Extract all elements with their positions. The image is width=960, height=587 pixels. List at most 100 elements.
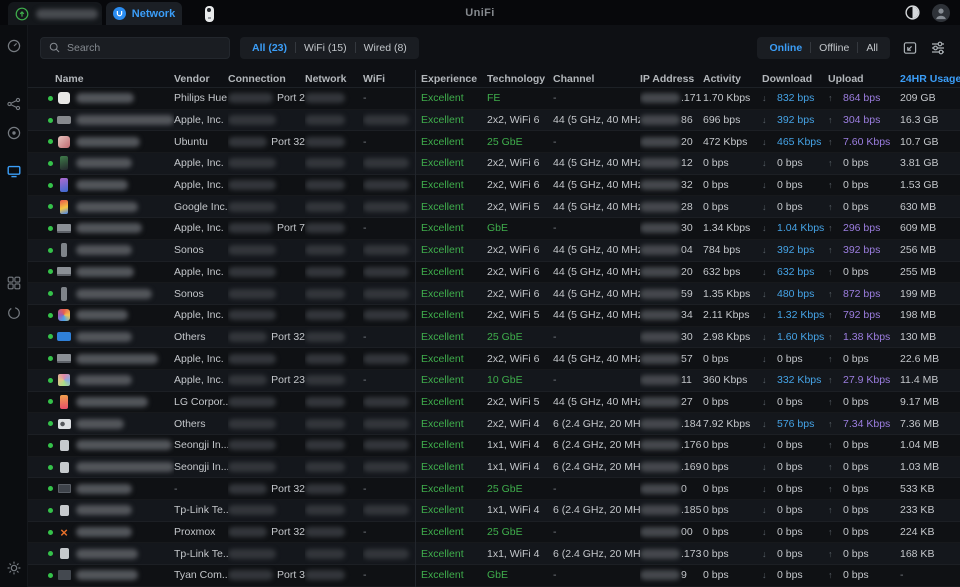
cell-upload: ↑ 0 bps (828, 543, 900, 564)
table-row[interactable]: Apple, Inc. Excellent 2x2, WiFi 6 44 (5 GHz… (28, 348, 960, 370)
column-header-download[interactable]: Download (762, 72, 813, 85)
table-row[interactable]: - Port 32 - Excellent 25 GbE - 0 0 bps ↓ 0 bps ↑ 0 … (28, 478, 960, 501)
column-header-network[interactable]: Network (305, 72, 347, 85)
cell-experience: Excellent (421, 179, 464, 192)
redacted-client-name (76, 158, 132, 169)
table-row[interactable]: Apple, Inc. Excellent 2x2, WiFi 6 44 (5 GHz… (28, 174, 960, 197)
sidebar-item-dashboard[interactable] (5, 37, 23, 55)
table-row[interactable]: Apple, Inc. Excellent 2x2, WiFi 6 44 (5 GHz… (28, 153, 960, 175)
table-row[interactable]: Seongji In... Excellent 1x1, WiFi 4 6 (2.4 … (28, 456, 960, 479)
sidebar-item-apps[interactable] (5, 274, 23, 292)
cell-channel: 6 (2.4 GHz, 20 MHz (553, 504, 640, 517)
gauge-icon (7, 39, 21, 53)
sidebar-item-topology[interactable] (5, 95, 23, 113)
table-row[interactable]: Apple, Inc. Excellent 2x2, WiFi 6 44 (5 GHz… (28, 109, 960, 132)
column-header-experience[interactable]: Experience (421, 72, 478, 85)
cell-wifi (363, 413, 421, 434)
table-row[interactable]: Others Port 32 - Excellent 25 GbE - 30 2.98 Kbp… (28, 326, 960, 349)
table-row[interactable]: Ubuntu Port 32 - Excellent 25 GbE - 20 472 Kbps… (28, 131, 960, 154)
filter-all-status[interactable]: All (866, 41, 878, 54)
table-row[interactable]: Seongji In... Excellent 1x1, WiFi 4 6 (2.4 … (28, 435, 960, 457)
column-header-activity[interactable]: Activity (703, 72, 741, 85)
redacted-connection (228, 201, 276, 212)
column-header-24hr-usage[interactable]: 24HR Usage (900, 72, 960, 85)
table-row[interactable]: Sonos Excellent 2x2, WiFi 6 44 (5 GHz, 40 M… (28, 283, 960, 305)
column-header-wifi[interactable]: WiFi (363, 72, 386, 85)
lg-device-icon (60, 394, 68, 409)
cell-network (305, 457, 363, 478)
frozen-column-divider (415, 70, 416, 587)
column-header-ip-address[interactable]: IP Address (640, 72, 695, 85)
cell-usage: - (900, 569, 904, 582)
cell-download: ↓ 0 bps (762, 435, 828, 456)
sidebar-item-settings[interactable] (5, 559, 23, 577)
theme-contrast-button[interactable] (904, 4, 921, 21)
download-arrow-icon: ↓ (762, 570, 767, 581)
cell-experience: Excellent (421, 526, 464, 539)
online-status-dot (48, 464, 53, 470)
table-row[interactable]: Sonos Excellent 2x2, WiFi 6 44 (5 GHz, 40 M… (28, 239, 960, 262)
redacted-network (305, 245, 345, 256)
column-header-channel[interactable]: Channel (553, 72, 595, 85)
download-value: 0 bps (777, 569, 803, 582)
filter-online[interactable]: Online (769, 41, 803, 54)
site-switcher[interactable] (8, 2, 102, 25)
download-arrow-icon: ↓ (762, 462, 767, 473)
cell-name (28, 110, 174, 131)
upload-value: 864 bps (843, 92, 881, 105)
search-input[interactable] (67, 41, 222, 54)
redacted-client-name (76, 462, 174, 473)
filter-offline[interactable]: Offline (819, 41, 850, 54)
table-row[interactable]: Philips Hue Port 2 - Excellent FE - .171 1.70 K… (28, 88, 960, 110)
search-box[interactable] (40, 36, 230, 59)
sidebar-item-radios[interactable] (5, 304, 23, 322)
tab-network[interactable]: Network (106, 2, 182, 25)
column-header-vendor[interactable]: Vendor (174, 72, 210, 85)
cell-experience: Excellent (421, 395, 464, 408)
table-row[interactable]: Tp-Link Te... Excellent 1x1, WiFi 4 6 (2.4 … (28, 543, 960, 566)
column-settings-button[interactable] (930, 40, 946, 56)
filter-wifi[interactable]: WiFi (15) (304, 41, 347, 54)
cell-activity: 0 bps (703, 439, 729, 452)
tab-console-device[interactable] (186, 2, 232, 25)
table-row[interactable]: Google Inc. Excellent 2x2, WiFi 5 44 (5 GHz… (28, 196, 960, 219)
table-row[interactable]: Tyan Com... Port 3 - Excellent GbE - 9 0 bps ↓ 0 … (28, 565, 960, 587)
filter-wired[interactable]: Wired (8) (363, 41, 407, 54)
export-view-button[interactable] (902, 40, 918, 56)
table-row[interactable]: Apple, Inc. Excellent 2x2, WiFi 5 44 (5 GHz… (28, 304, 960, 327)
table-row[interactable]: Apple, Inc. Excellent 2x2, WiFi 6 44 (5 GHz… (28, 261, 960, 284)
cell-wifi (363, 110, 421, 131)
device-icon (57, 199, 71, 215)
table-row[interactable]: × Proxmox Port 32- Excellent 25 GbE -00 0 bps ↓… (28, 521, 960, 544)
ip-suffix: .171 (681, 92, 702, 105)
device-icon (57, 220, 71, 236)
upload-arrow-icon: ↑ (828, 201, 833, 212)
cell-technology: 2x2, WiFi 6 (487, 179, 540, 192)
cell-vendor: Apple, Inc. (174, 114, 224, 127)
cell-upload: ↑ 7.34 Kbps (828, 413, 900, 434)
column-header-connection[interactable]: Connection (228, 72, 286, 85)
column-header-upload[interactable]: Upload (828, 72, 864, 85)
table-row[interactable]: Apple, Inc. Port 7 - Excellent GbE - 30 1.34 Kb… (28, 218, 960, 240)
monitor-device-icon (57, 484, 71, 494)
cell-network (305, 413, 363, 434)
table-row[interactable]: Tp-Link Te... Excellent 1x1, WiFi 4 6 (2.4 … (28, 500, 960, 522)
phone-g-device-icon (60, 156, 68, 171)
redacted-wifi (363, 158, 409, 169)
table-row[interactable]: LG Corpor... Excellent 2x2, WiFi 5 44 (5 GH… (28, 391, 960, 414)
column-header-name[interactable]: Name (55, 72, 84, 85)
device-icon (57, 134, 71, 150)
table-row[interactable]: Others Excellent 2x2, WiFi 4 6 (2.4 GHz, 20… (28, 413, 960, 435)
sidebar-item-clients[interactable] (5, 162, 23, 180)
redacted-client-name (76, 223, 142, 234)
filter-all[interactable]: All (23) (252, 41, 288, 54)
user-avatar[interactable] (932, 3, 950, 22)
redacted-client-name (76, 505, 132, 516)
table-row[interactable]: Apple, Inc. Port 23 - Excellent 10 GbE - 11 360… (28, 369, 960, 392)
column-header-technology[interactable]: Technology (487, 72, 546, 85)
cell-ip-address: 28 (640, 196, 703, 217)
sidebar-item-unifi-devices[interactable] (5, 124, 23, 142)
redacted-network (305, 440, 345, 451)
cell-channel: 44 (5 GHz, 40 MHz) (553, 395, 640, 408)
